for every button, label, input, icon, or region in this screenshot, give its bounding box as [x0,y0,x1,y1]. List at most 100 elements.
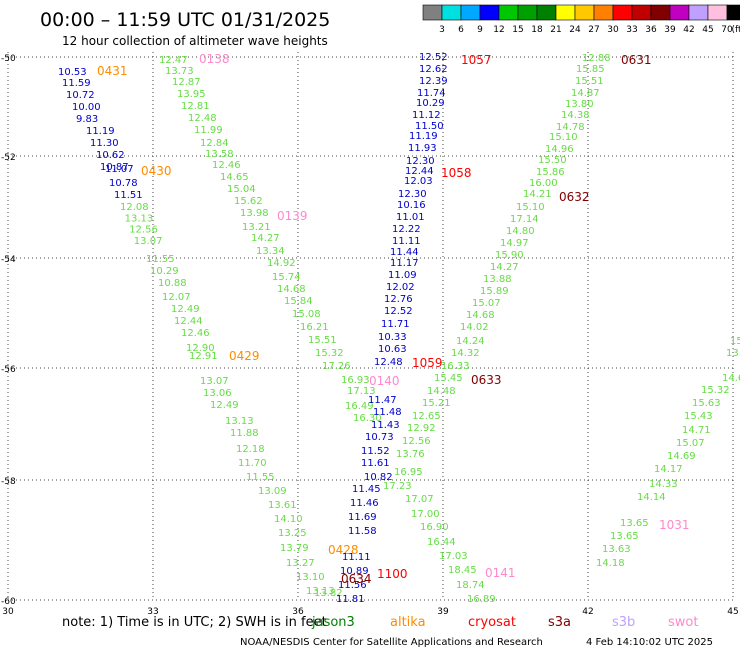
satellite-legend-entry: s3a [548,615,571,630]
wave-height-value: 12.56 [402,436,431,447]
wave-height-value: 15.21 [422,398,451,409]
wave-height-value: 11.52 [361,446,390,457]
wave-height-value: 17.26 [322,361,351,372]
track-time-label: 1031 [659,518,690,532]
scale-swatch [555,4,576,21]
satellite-legend-entry: s3b [612,615,635,630]
wave-height-value: 16.49 [345,401,374,412]
track-time-label: 0138 [199,52,230,66]
wave-height-value: 12.48 [188,113,217,124]
timestamp: 4 Feb 14:10:02 UTC 2025 [586,637,713,648]
wave-height-value: 12.88 [582,53,611,64]
wave-height-value: 11.19 [86,126,115,137]
wave-height-value: 11.48 [373,407,402,418]
scale-tick-label: 9 [477,25,483,35]
scale-tick-label: 33 [626,25,637,35]
scale-swatch [441,4,462,21]
wave-height-value: 15.63 [692,398,721,409]
longitude-tick-label: 42 [582,607,593,617]
wave-height-value: 11.47 [368,395,397,406]
wave-height-value: 12.02 [386,282,415,293]
wave-height-value: 11.88 [230,428,259,439]
wave-height-value: 12.87 [172,77,201,88]
wave-height-value: 11.59 [62,78,91,89]
wave-height-value: 12.81 [181,101,210,112]
wave-height-value: 14.92 [267,258,296,269]
scale-tick-label: 24 [569,25,581,35]
wave-height-value: 11.70 [238,458,267,469]
wave-height-value: 10.89 [340,566,369,577]
wave-height-value: 13.13 [225,416,254,427]
wave-height-value: 15.10 [516,202,545,213]
wave-height-value: 14.38 [561,110,590,121]
wave-height-value: 17.07 [405,494,434,505]
wave-height-value: 13.79 [280,543,309,554]
wave-height-value: 14.80 [506,226,535,237]
track-time-label: 0632 [559,190,590,204]
wave-height-value: 10.78 [109,178,138,189]
wave-height-value: 11.17 [390,258,419,269]
latitude-tick-label: -50 [1,54,16,64]
wave-height-value: 11.93 [408,143,437,154]
wave-height-value: 10.53 [58,67,87,78]
wave-height-value: 11.43 [371,420,400,431]
wave-height-value: 14.27 [251,233,280,244]
wave-height-value: 15.07 [472,298,501,309]
wave-height-value: 14.27 [490,262,519,273]
scale-swatch [460,4,481,21]
wave-height-value: 12.92 [407,423,436,434]
wave-height-value: 11.74 [417,88,446,99]
wave-height-value: 14.96 [545,144,574,155]
wave-height-value: 13.34 [256,246,285,257]
wave-height-value: 12.49 [171,304,200,315]
wave-height-value: 12.46 [181,328,210,339]
scale-unit: (ft) [731,25,740,35]
track-time-label: 0430 [141,164,172,178]
wave-height-value: 15.07 [676,438,705,449]
track-time-label: 0139 [277,209,308,223]
scale-swatch [669,4,690,21]
wave-height-value: 13.65 [620,518,649,529]
wave-height-value: 11.11 [342,552,371,563]
wave-height-value: 15.10 [549,132,578,143]
wave-height-value: 10.29 [150,266,179,277]
wave-height-value: 14.24 [456,336,485,347]
wave-height-value: 14.17 [654,464,683,475]
wave-height-value: 16.44 [427,537,456,548]
longitude-tick-label: 33 [147,607,158,617]
wave-height-value: 15.89 [480,286,509,297]
wave-height-value: 9.83 [76,114,98,125]
wave-height-value: 11.12 [412,110,441,121]
wave-height-value: 17.23 [383,481,412,492]
wave-height-value: 11.99 [194,125,223,136]
wave-height-value: 14.71 [682,425,711,436]
scale-swatch [479,4,500,21]
wave-height-value: 15.59 [730,336,740,347]
wave-height-value: 14.33 [649,479,678,490]
wave-height-value: 15.90 [495,250,524,261]
wave-height-value: 15.86 [536,167,565,178]
wave-height-value: 11.81 [336,594,365,605]
wave-height-value: 13.06 [203,388,232,399]
wave-height-value: 12.84 [200,138,229,149]
wave-height-value: 10.88 [158,278,187,289]
scale-tick-label: 39 [664,25,676,35]
wave-height-value: 12.46 [212,160,241,171]
wave-height-value: 10.73 [365,432,394,443]
wave-height-value: 11.44 [390,247,419,258]
wave-height-value: 10.29 [416,98,445,109]
track-time-label: 0140 [369,374,400,388]
wave-height-value: 11.71 [381,319,410,330]
wave-height-value: 12.52 [419,52,448,63]
wave-height-value: 14.02 [460,322,489,333]
track-time-label: 0428 [328,543,359,557]
longitude-tick-label: 36 [292,607,304,617]
track-time-label: 0631 [621,53,652,67]
wave-height-value: 10.87 [100,162,129,173]
wave-height-value: 13.09 [258,486,287,497]
scale-tick-label: 27 [588,25,599,35]
wave-height-value: 12.62 [419,64,448,75]
wave-height-value: 11.46 [350,498,379,509]
wave-height-value: 11.58 [348,526,377,537]
wave-height-value: 13.82 [314,588,343,599]
